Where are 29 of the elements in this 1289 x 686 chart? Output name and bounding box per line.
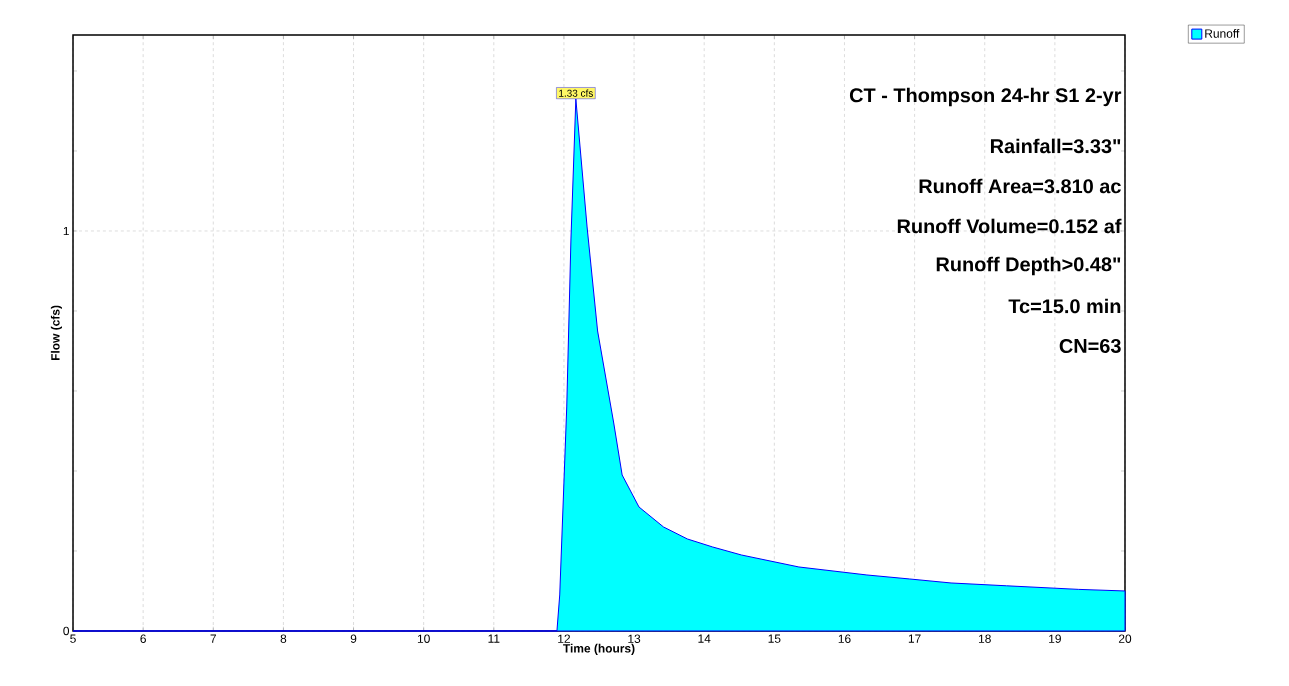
x-tick-label: 19 [1049,634,1061,643]
annotation: Tc=15.0 min [1008,298,1121,314]
x-tick-label: 9 [350,634,357,643]
x-tick-label: 14 [698,634,711,643]
annotation: Runoff Depth>0.48" [936,256,1121,276]
annotation: Runoff Volume=0.152 af [897,218,1122,234]
y-axis-title: Flow (cfs) [50,305,62,361]
x-tick-label: 17 [908,634,921,643]
x-tick-label: 15 [768,634,781,643]
x-tick-label: 12 [558,634,570,643]
y-tick-label: 1 [63,226,69,236]
x-tick-label: 10 [417,634,430,643]
x-tick-label: 5 [70,634,76,643]
x-axis-title: Time (hours) [563,643,635,655]
x-tick-label: 6 [140,634,146,643]
x-tick-label: 16 [838,634,851,643]
x-tick-label: 18 [978,634,991,643]
y-tick-label: 0 [63,626,70,636]
x-tick-label: 7 [210,634,216,643]
annotation: CT - Thompson 24-hr S1 2-yr [849,87,1122,107]
annotation: Runoff Area=3.810 ac [919,178,1121,194]
annotation: CN=63 [1059,338,1121,354]
x-tick-label: 20 [1118,634,1132,643]
x-tick-label: 13 [628,634,641,643]
x-tick-label: 11 [488,634,500,643]
annotation: 1.33 cfs [559,89,593,97]
x-tick-label: 8 [280,634,287,643]
legend-label: Runoff [1205,29,1240,38]
annotation: Rainfall=3.33" [990,138,1121,154]
